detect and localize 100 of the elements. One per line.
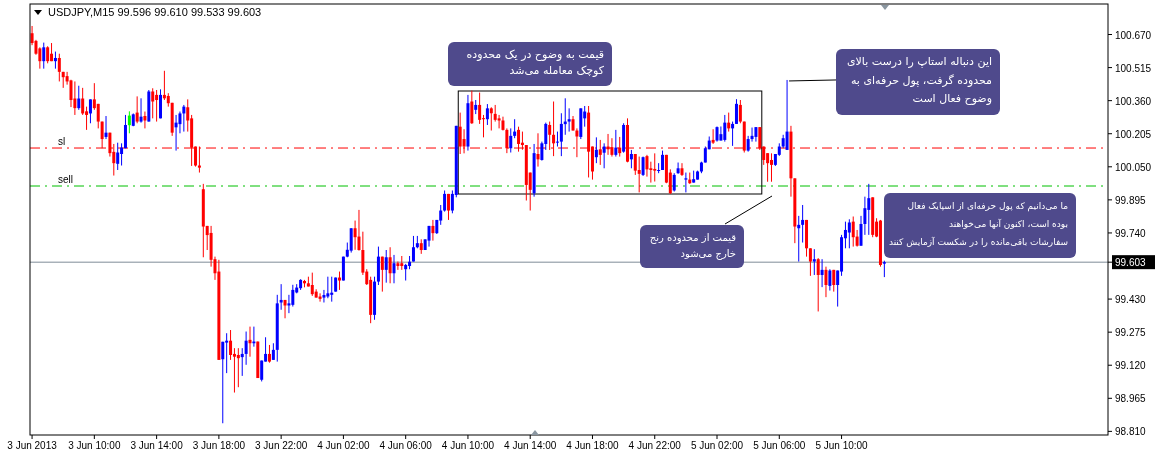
y-tick-label: 99.275 <box>1115 327 1147 339</box>
candlestick <box>57 53 61 82</box>
candlestick <box>248 326 252 358</box>
candlestick <box>443 189 447 213</box>
candlestick <box>225 332 229 374</box>
y-tick-label: 99.740 <box>1115 227 1147 239</box>
candlestick <box>637 156 641 193</box>
candlestick <box>602 142 606 169</box>
candlestick <box>808 247 812 277</box>
candlestick <box>497 114 501 129</box>
x-tick-label: 5 Jun 02:00 <box>690 440 744 451</box>
candlestick <box>555 131 559 148</box>
candlestick <box>851 216 855 248</box>
candlestick <box>151 87 155 119</box>
candlestick <box>162 70 166 101</box>
candlestick <box>797 215 801 263</box>
candlestick <box>244 331 248 366</box>
candlestick <box>711 128 715 145</box>
candlestick <box>820 258 824 288</box>
candlestick <box>392 254 396 284</box>
candlestick <box>680 162 684 177</box>
candlestick <box>684 172 688 193</box>
candlestick <box>610 137 614 158</box>
annotation: ما می‌دانیم که پول حرفه‌ای از اسپایک فعال بوده است، اکنون آنها می‌خواهند سفارشات باقی‌مانده را در شکست آزمایش کنند <box>888 201 1069 248</box>
x-tick-label: 3 Jun 18:00 <box>192 440 246 451</box>
candlestick <box>221 341 225 424</box>
candlestick <box>143 111 147 129</box>
candlestick <box>801 204 805 244</box>
candlestick <box>509 127 513 153</box>
candlestick <box>633 153 637 176</box>
annotation: این دنباله استاپ را درست بالای محدوده گرفت، پول حرفه‌ای به وضوح فعال است <box>846 55 993 106</box>
candlestick <box>645 154 649 178</box>
candlestick <box>828 268 832 292</box>
candlestick <box>155 89 159 123</box>
candlestick <box>326 276 330 299</box>
candlestick <box>388 246 392 284</box>
x-tick-label: 3 Jun 22:00 <box>255 440 308 451</box>
candlestick <box>676 162 680 175</box>
y-tick-label: 99.603 <box>1115 257 1147 269</box>
candlestick <box>349 227 353 254</box>
y-tick-label: 98.965 <box>1115 393 1147 405</box>
y-tick-label: 100.050 <box>1115 161 1152 173</box>
candlestick <box>42 42 46 70</box>
x-tick-label: 3 Jun 10:00 <box>68 440 121 451</box>
x-tick-label: 3 Jun 14:00 <box>130 440 184 451</box>
y-tick-label: 99.430 <box>1115 294 1147 306</box>
candlestick <box>614 129 618 158</box>
candlestick <box>785 79 789 151</box>
ref-line-label: sl <box>58 136 66 148</box>
candlestick <box>672 172 676 193</box>
chart-title: USDJPY,M15 99.596 99.610 99.533 99.603 <box>48 6 262 18</box>
annotation: قیمت از محدوده رنج خارج می‌شود <box>649 232 737 260</box>
candlestick <box>738 99 742 124</box>
x-tick-label: 4 Jun 22:00 <box>628 440 682 451</box>
x-tick-label: 5 Jun 06:00 <box>753 440 806 451</box>
annotation: قیمت به وضوح در یک محدوده کوچک معامله می‌شد <box>466 48 605 78</box>
candlestick <box>396 261 400 271</box>
y-tick-label: 99.895 <box>1115 194 1147 206</box>
candlestick <box>723 114 727 143</box>
y-tick-label: 100.515 <box>1115 62 1152 74</box>
candlestick <box>81 87 85 116</box>
candlestick <box>462 128 466 154</box>
candlestick <box>411 235 415 263</box>
candlestick <box>159 88 162 119</box>
candlestick <box>88 98 92 124</box>
candlestick <box>116 142 120 171</box>
candlestick <box>338 271 342 291</box>
candlestick <box>431 219 435 242</box>
candlestick <box>380 256 384 293</box>
candlestick <box>478 92 482 125</box>
candlestick <box>135 95 139 124</box>
candlestick <box>77 85 81 111</box>
candlestick <box>96 103 100 129</box>
candlestick <box>824 266 828 298</box>
y-tick-label: 100.360 <box>1115 95 1152 107</box>
candlestick <box>485 103 489 126</box>
candlestick <box>847 218 851 249</box>
candlestick <box>139 97 143 124</box>
candlestick <box>123 114 127 149</box>
candlestick <box>770 152 773 183</box>
candlestick <box>120 142 124 167</box>
x-tick-label: 4 Jun 14:00 <box>504 440 557 451</box>
candlestick <box>322 289 326 303</box>
candlestick <box>734 98 738 125</box>
y-tick-label: 100.670 <box>1115 29 1152 41</box>
x-tick-label: 4 Jun 02:00 <box>317 440 370 451</box>
candlestick <box>236 347 240 388</box>
y-tick-label: 99.120 <box>1115 360 1147 372</box>
candlestick <box>657 162 661 174</box>
candlestick <box>719 125 723 142</box>
candlestick <box>629 149 633 169</box>
x-tick-label: 4 Jun 18:00 <box>566 440 620 451</box>
candlestick <box>489 106 493 132</box>
candlestick <box>330 276 334 303</box>
candlestick <box>384 249 388 284</box>
ref-line-label: sell <box>58 174 74 185</box>
candlestick <box>182 104 186 133</box>
candlestick <box>229 329 233 361</box>
candlestick <box>458 112 462 155</box>
y-tick-label: 98.810 <box>1115 426 1147 438</box>
